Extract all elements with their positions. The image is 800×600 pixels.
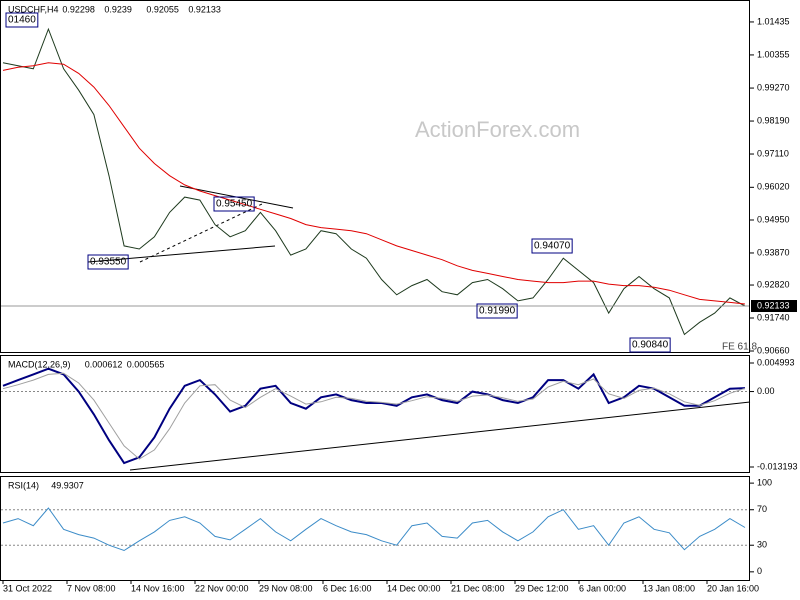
x-tick-label: 31 Oct 2022 bbox=[3, 583, 52, 593]
y-tick-label: 100 bbox=[757, 477, 772, 487]
y-tick-label: 1.00355 bbox=[757, 49, 790, 59]
price-panel bbox=[0, 0, 750, 353]
y-tick-label: 70 bbox=[757, 504, 767, 514]
panel-reading: 0.92133 bbox=[188, 4, 221, 14]
series-line bbox=[2, 62, 746, 305]
y-tick-label: 0.98190 bbox=[757, 115, 790, 125]
series-line bbox=[2, 372, 746, 460]
annotation-box bbox=[5, 12, 39, 28]
y-tick-label: 30 bbox=[757, 540, 767, 550]
y-tick-label: -0.013193 bbox=[757, 461, 798, 471]
watermark: ActionForex.com bbox=[415, 117, 580, 142]
y-tick-label: 0.96020 bbox=[757, 182, 790, 192]
last-price-label: 0.92133 bbox=[757, 300, 790, 310]
x-tick-label: 29 Nov 08:00 bbox=[259, 583, 313, 593]
x-tick-label: 6 Jan 00:00 bbox=[579, 583, 626, 593]
y-tick-label: 0 bbox=[757, 566, 762, 576]
annotation: 0.93550 bbox=[90, 257, 127, 268]
annotation: 0.95450 bbox=[216, 199, 253, 210]
x-tick-label: 22 Nov 00:00 bbox=[195, 583, 249, 593]
x-tick-label: 14 Nov 16:00 bbox=[131, 583, 185, 593]
annotation: 0.90840 bbox=[632, 340, 669, 351]
series-line bbox=[2, 367, 746, 465]
annotation: 0.94070 bbox=[534, 241, 571, 252]
annotation-box bbox=[87, 254, 129, 270]
y-tick-label: 0.99270 bbox=[757, 82, 790, 92]
y-tick-label: 0.00 bbox=[757, 386, 775, 396]
annotation: 0.91990 bbox=[479, 306, 516, 317]
series-line bbox=[2, 507, 746, 552]
x-tick-label: 21 Dec 08:00 bbox=[451, 583, 505, 593]
annotation-box bbox=[531, 238, 573, 254]
x-tick-label: 20 Jan 16:00 bbox=[707, 583, 759, 593]
y-tick-label: 0.94950 bbox=[757, 214, 790, 224]
panel-reading: 0.92055 bbox=[146, 4, 179, 14]
annotation-box bbox=[629, 337, 671, 353]
y-tick-label: 0.004993 bbox=[757, 357, 795, 367]
y-tick-label: 0.93870 bbox=[757, 247, 790, 257]
rsi-panel bbox=[0, 476, 750, 581]
series-line bbox=[2, 27, 746, 336]
x-tick-label: 6 Dec 16:00 bbox=[323, 583, 372, 593]
annotation: FE 61.8 bbox=[722, 342, 757, 353]
y-tick-label: 1.01435 bbox=[757, 16, 790, 26]
y-tick-label: 0.90660 bbox=[757, 345, 790, 355]
panel-title: RSI(14) bbox=[8, 480, 39, 490]
y-tick-label: 0.92820 bbox=[757, 279, 790, 289]
annotation-box bbox=[213, 196, 255, 212]
panel-reading: 0.000565 bbox=[127, 359, 165, 369]
panel-reading: 0.000612 bbox=[85, 359, 123, 369]
x-tick-label: 7 Nov 08:00 bbox=[67, 583, 116, 593]
macd-panel bbox=[0, 355, 750, 473]
y-tick-label: 0.91740 bbox=[757, 312, 790, 322]
annotation-box bbox=[476, 303, 518, 319]
panel-title: USDCHF,H4 bbox=[8, 4, 59, 14]
last-price-box bbox=[751, 300, 797, 313]
trend-line bbox=[129, 401, 751, 471]
panel-reading: 0.9239 bbox=[104, 4, 132, 14]
x-tick-label: 14 Dec 00:00 bbox=[387, 583, 441, 593]
panel-reading: 49.9307 bbox=[51, 480, 84, 490]
x-tick-label: 13 Jan 08:00 bbox=[643, 583, 695, 593]
x-tick-label: 29 Dec 12:00 bbox=[515, 583, 569, 593]
y-tick-label: 0.97110 bbox=[757, 148, 789, 158]
panel-reading: 0.92298 bbox=[62, 4, 95, 14]
trend-line bbox=[139, 203, 263, 263]
trend-line bbox=[87, 245, 276, 263]
panel-title: MACD(12,26,9) bbox=[8, 359, 71, 369]
annotation: 01460 bbox=[8, 15, 36, 26]
